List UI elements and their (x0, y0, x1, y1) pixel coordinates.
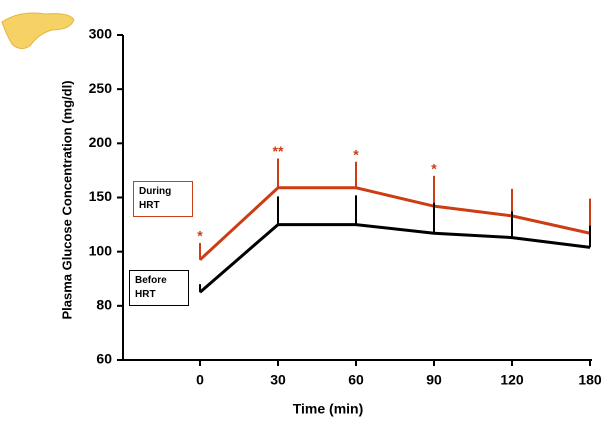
series-line (199, 223, 591, 294)
significance-mark: ** (273, 143, 284, 159)
y-tick-label: 150 (89, 188, 113, 204)
y-tick-label: 300 (89, 26, 113, 42)
x-tick-label: 180 (578, 372, 602, 388)
significance-mark: * (353, 146, 359, 162)
x-tick-label: 30 (270, 372, 286, 388)
x-tick-label: 90 (426, 372, 442, 388)
x-tick-label: 120 (500, 372, 524, 388)
x-tick-label: 0 (196, 372, 204, 388)
legend-entry: During HRT (133, 181, 193, 217)
y-axis-label: Plasma Glucose Concentration (mg/dl) (59, 80, 74, 319)
significance-mark: * (431, 161, 437, 177)
legend-entry: Before HRT (129, 270, 189, 306)
series-line (198, 186, 591, 261)
x-tick-label: 60 (348, 372, 364, 388)
pancreas-icon (1, 12, 75, 50)
y-tick-label: 60 (96, 351, 112, 367)
y-tick-label: 80 (96, 297, 112, 313)
y-tick-label: 250 (89, 80, 113, 96)
y-tick-label: 100 (89, 242, 113, 258)
significance-mark: * (197, 228, 203, 244)
y-tick-label: 200 (89, 134, 113, 150)
x-axis-label: Time (min) (293, 401, 364, 417)
